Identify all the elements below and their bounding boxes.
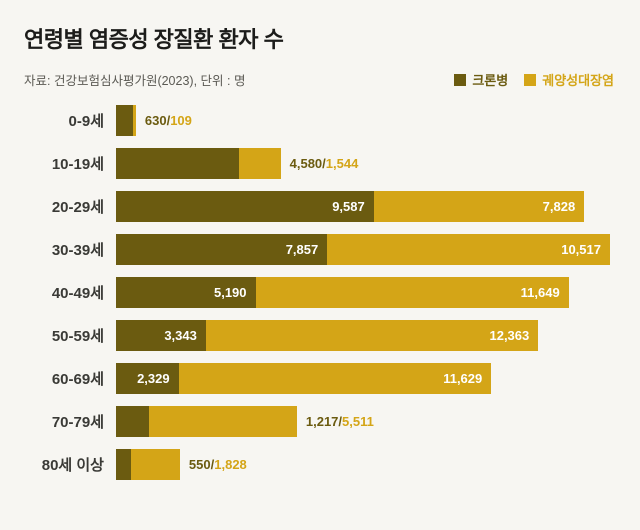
- chart-title: 연령별 염증성 장질환 환자 수: [24, 27, 284, 52]
- bar-track: 1,217/5,511: [116, 406, 614, 437]
- value-label-uc: 109: [170, 113, 192, 128]
- value-label-crohn: 2,329: [137, 371, 170, 386]
- value-label-outside: 630/109: [145, 113, 192, 128]
- value-label-crohn: 3,343: [164, 328, 197, 343]
- bar-segment-crohn: 2,329: [116, 363, 179, 394]
- bar-track: 9,587 7,828: [116, 191, 614, 222]
- bar-row: 10-19세 4,580/1,544: [24, 148, 614, 179]
- bar-segment-crohn: 5,190: [116, 277, 256, 308]
- value-label-outside: 550/1,828: [189, 457, 247, 472]
- age-label: 60-69세: [51, 371, 104, 388]
- bar-row: 80세 이상 550/1,828: [24, 449, 614, 480]
- value-label-uc: 5,511: [342, 414, 374, 429]
- bar-segment-crohn: 7,857: [116, 234, 328, 265]
- bar-segment-crohn: [116, 449, 131, 480]
- bar-track: 550/1,828: [116, 449, 614, 480]
- chart-source: 자료: 건강보험심사평가원(2023), 단위 : 명: [24, 74, 246, 88]
- bar-segment-crohn: 3,343: [116, 320, 206, 351]
- bar-segment-uc: [239, 148, 281, 179]
- age-label: 80세 이상: [41, 457, 104, 474]
- value-label-uc: 12,363: [489, 328, 530, 343]
- legend-label-crohn: 크론병: [472, 73, 509, 88]
- bar-segment-uc: 10,517: [327, 234, 610, 265]
- legend-swatch-uc: [524, 73, 537, 86]
- value-label-separator: /: [210, 457, 215, 472]
- bar-segment-crohn: [116, 148, 240, 179]
- value-label-uc: 11,649: [520, 285, 560, 300]
- meta-row: 자료: 건강보험심사평가원(2023), 단위 : 명 크론병 궤양성대장염: [24, 70, 614, 89]
- bar-segment-uc: 11,629: [178, 363, 492, 394]
- bar-segment-crohn: [116, 105, 133, 136]
- bar-segment-uc: 12,363: [205, 320, 539, 351]
- bar-track: 7,857 10,517: [116, 234, 614, 265]
- bar-segment-uc: [130, 449, 180, 480]
- legend-swatch-crohn: [454, 73, 467, 86]
- bar-segment-crohn: [116, 406, 149, 437]
- value-label-crohn: 9,587: [332, 199, 365, 214]
- value-label-crohn: 1,217: [305, 414, 339, 429]
- legend-item-crohn: 크론병: [454, 70, 508, 89]
- age-label: 70-79세: [51, 414, 104, 431]
- bar-row: 20-29세 9,587 7,828: [24, 191, 614, 222]
- bar-segment-uc: 7,828: [373, 191, 585, 222]
- bar-row: 60-69세 2,329 11,629: [24, 363, 614, 394]
- value-label-separator: /: [338, 414, 343, 429]
- age-label: 50-59세: [51, 328, 104, 345]
- value-label-separator: /: [322, 156, 326, 171]
- bar-row: 50-59세 3,343 12,363: [24, 320, 614, 351]
- bar-segment-uc: [132, 105, 136, 136]
- value-label-outside: 4,580/1,544: [290, 156, 359, 171]
- bar-track: 3,343 12,363: [116, 320, 614, 351]
- bar-row: 30-39세 7,857 10,517: [24, 234, 614, 265]
- value-label-crohn: 550: [188, 457, 211, 472]
- value-label-outside: 1,217/5,511: [306, 414, 374, 429]
- value-label-crohn: 4,580: [289, 156, 323, 171]
- bar-row: 0-9세 630/109: [24, 105, 614, 136]
- value-label-crohn: 630: [144, 113, 167, 128]
- legend: 크론병 궤양성대장염: [454, 70, 614, 89]
- bar-segment-uc: [148, 406, 297, 437]
- value-label-uc: 7,828: [542, 199, 576, 214]
- bar-track: 2,329 11,629: [116, 363, 614, 394]
- age-label: 0-9세: [68, 113, 104, 130]
- age-label: 20-29세: [51, 199, 104, 216]
- value-label-uc: 11,629: [443, 371, 483, 386]
- bar-chart: 0-9세 630/109 10-19세 4,580/1,544 20-29세 9,587 7…: [24, 105, 614, 480]
- value-label-crohn: 7,857: [285, 242, 319, 257]
- bar-row: 70-79세 1,217/5,511: [24, 406, 614, 437]
- value-label-crohn: 5,190: [213, 285, 247, 300]
- value-label-uc: 1,828: [214, 457, 247, 472]
- bar-segment-crohn: 9,587: [116, 191, 374, 222]
- value-label-uc: 1,544: [325, 156, 359, 171]
- value-label-uc: 10,517: [561, 242, 601, 257]
- bar-track: 5,190 11,649: [116, 277, 614, 308]
- age-label: 40-49세: [51, 285, 104, 302]
- bar-track: 4,580/1,544: [116, 148, 614, 179]
- bar-row: 40-49세 5,190 11,649: [24, 277, 614, 308]
- legend-item-uc: 궤양성대장염: [524, 70, 614, 89]
- age-label: 30-39세: [51, 242, 104, 259]
- legend-label-uc: 궤양성대장염: [542, 73, 614, 88]
- bar-track: 630/109: [116, 105, 614, 136]
- value-label-separator: /: [166, 113, 171, 128]
- age-label: 10-19세: [51, 156, 104, 173]
- bar-segment-uc: 11,649: [255, 277, 569, 308]
